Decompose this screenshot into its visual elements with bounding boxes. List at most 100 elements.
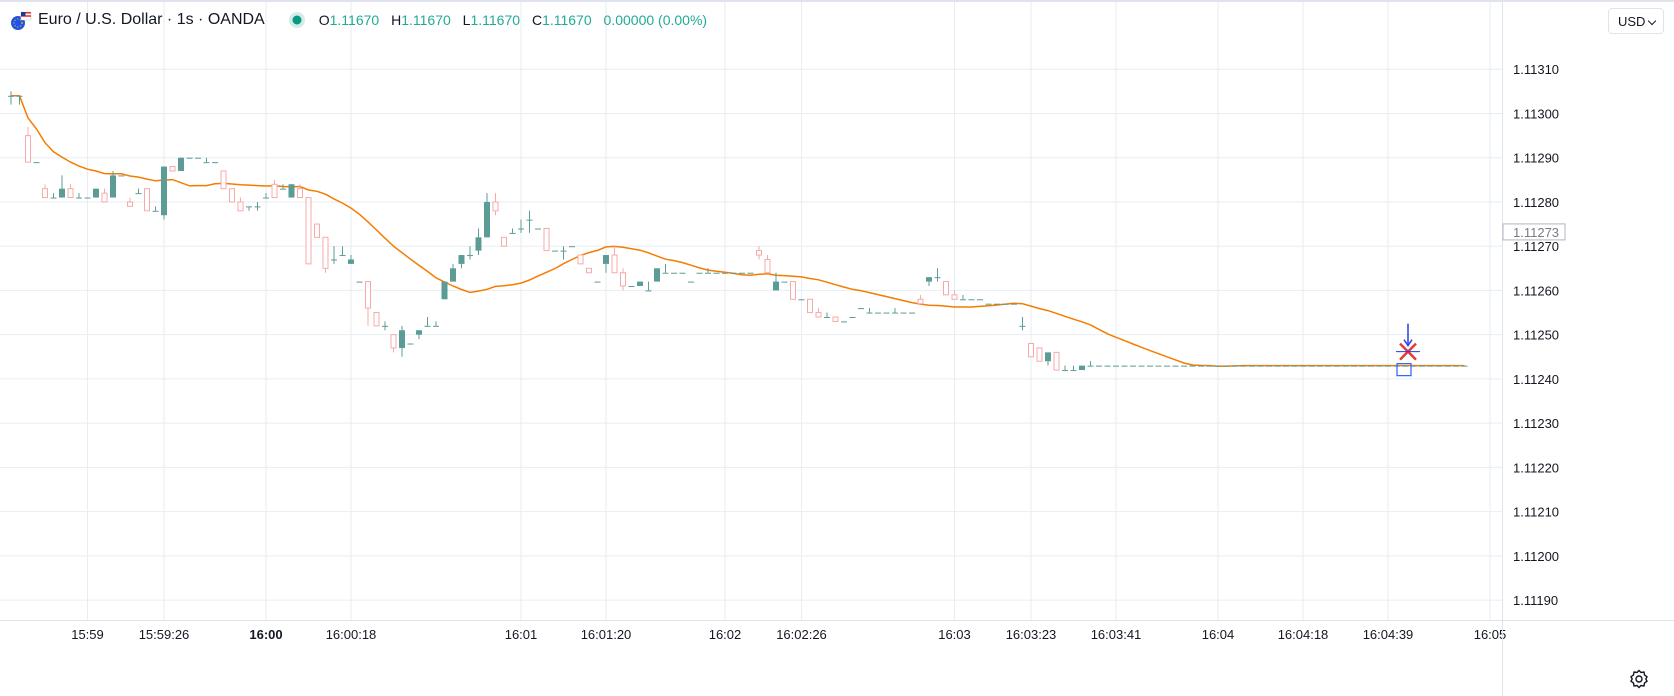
market-status-icon[interactable] [287, 10, 307, 30]
candle-body [679, 272, 686, 274]
candle-body [1385, 365, 1391, 367]
candle [356, 281, 363, 283]
candle [509, 228, 516, 234]
candle [688, 281, 694, 283]
candle [909, 312, 915, 314]
candle [1436, 365, 1442, 367]
candle-body [76, 197, 82, 199]
candle-body [569, 246, 575, 248]
candle-body [1096, 365, 1102, 367]
candle-body [552, 250, 558, 252]
candle-body [841, 321, 847, 323]
candle [1427, 365, 1434, 367]
candle [101, 188, 108, 203]
candle [1002, 303, 1009, 305]
candle [1334, 365, 1340, 367]
candle [841, 321, 847, 323]
candle [586, 267, 592, 274]
candle-body [314, 223, 320, 238]
candle [1419, 365, 1425, 367]
candle-body [909, 312, 915, 314]
candle [764, 255, 771, 274]
low-value: 1.11670 [470, 12, 521, 28]
candle-body [1172, 365, 1179, 367]
euro-dollar-flag-icon [11, 11, 32, 30]
candle-body [526, 219, 533, 221]
candle [1266, 365, 1272, 367]
candle-body [382, 325, 388, 327]
candle [1096, 365, 1102, 367]
candle [858, 308, 864, 310]
candle-body [968, 299, 975, 301]
candle-body [458, 255, 465, 264]
candle [42, 184, 48, 199]
candle-body [535, 228, 541, 230]
candle-body [1249, 365, 1255, 367]
candle-body [586, 267, 592, 274]
candle-body [1376, 365, 1383, 367]
candle [807, 298, 813, 314]
candle [569, 246, 575, 248]
candle-body [892, 312, 898, 314]
low-label: L [462, 12, 471, 28]
candle-body [33, 162, 40, 164]
candle-body [543, 227, 550, 252]
candle-body [917, 298, 924, 305]
last-price-badge [1502, 223, 1566, 241]
candle-body [696, 272, 703, 274]
candle-body [1079, 365, 1085, 371]
candle-body [773, 281, 779, 291]
candle [441, 281, 448, 300]
candle-body [152, 210, 159, 212]
ohlc-values: O1.11670 H1.11670 L1.11670 C1.11670 0.00… [319, 12, 707, 28]
candle-body [815, 312, 822, 318]
x-tick-label: 15:59:26 [139, 627, 190, 642]
candle [654, 268, 660, 282]
candle [645, 281, 652, 292]
candle-body [781, 281, 788, 283]
candle [543, 227, 550, 252]
candle [1155, 365, 1162, 367]
candle-body [764, 258, 771, 274]
candle [560, 246, 567, 260]
candle-body [297, 188, 303, 199]
candle-body [339, 255, 346, 257]
candle-body [688, 281, 694, 283]
candle-body [1130, 365, 1136, 367]
candle-body [807, 298, 813, 314]
candle-body [1266, 365, 1272, 367]
candle-body [1215, 365, 1221, 367]
candle [1164, 365, 1170, 367]
candle [705, 268, 711, 274]
x-tick-label: 16:04:18 [1278, 627, 1329, 642]
y-tick-label: 1.11200 [1513, 549, 1559, 564]
candle-body [424, 325, 431, 327]
candle [1461, 365, 1468, 367]
y-tick-label: 1.11280 [1513, 195, 1559, 210]
currency-selector[interactable]: USD [1608, 8, 1664, 34]
candle [84, 197, 91, 199]
candle [1291, 365, 1298, 367]
candle-body [1368, 365, 1374, 367]
moving-average [11, 95, 1465, 368]
candle [1359, 365, 1366, 367]
x-tick-label: 16:03:41 [1091, 627, 1142, 642]
candle-body [365, 281, 371, 309]
gear-icon[interactable] [1626, 666, 1652, 692]
candle [1104, 365, 1111, 367]
symbol-title[interactable]: Euro / U.S. Dollar · 1s · OANDA [38, 11, 265, 28]
candle-body [832, 316, 839, 322]
candle-body [25, 135, 31, 163]
candle-body [331, 259, 337, 261]
candle-body [1351, 365, 1357, 367]
candle-body [1402, 365, 1408, 367]
candle [1181, 365, 1187, 367]
candle [832, 316, 839, 322]
candle-body [1189, 365, 1196, 367]
candle [322, 236, 329, 273]
x-tick-label: 16:02 [709, 627, 742, 642]
candle [365, 281, 371, 326]
candle-body [110, 175, 116, 198]
